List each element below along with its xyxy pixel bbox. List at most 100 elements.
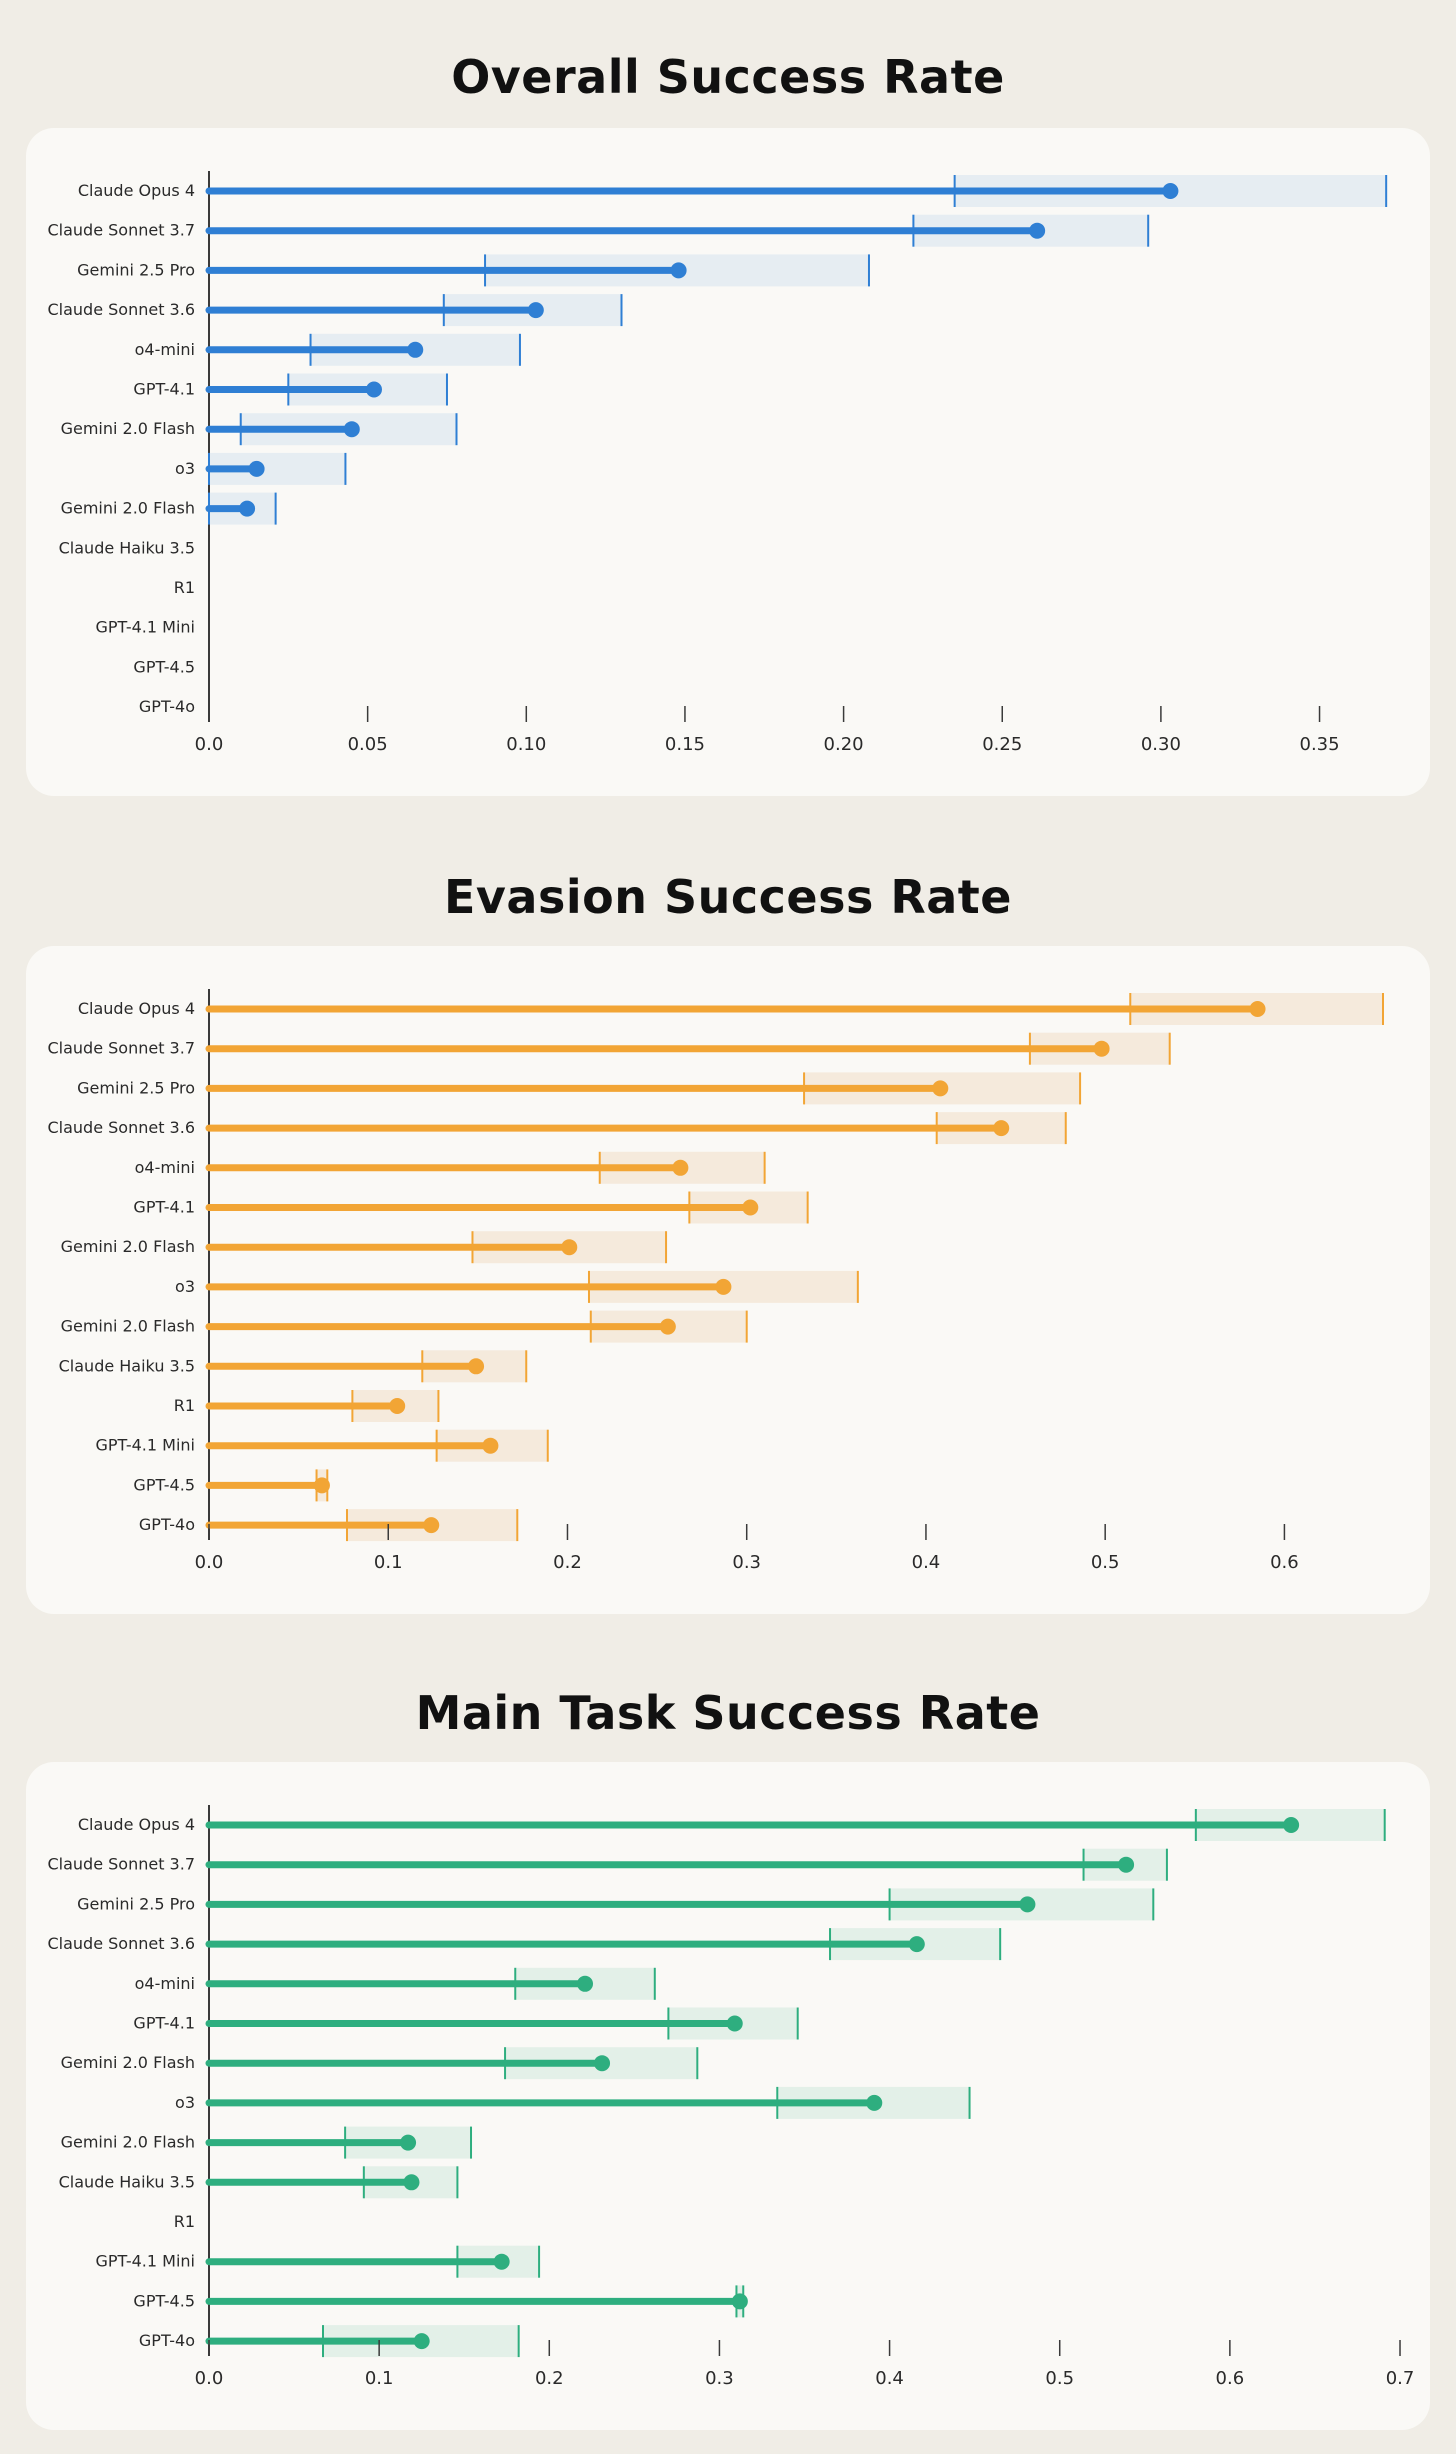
x-tick-label: 0.5 xyxy=(1045,2368,1074,2389)
y-tick-label: R1 xyxy=(174,1396,195,1415)
x-tick-label: 0.1 xyxy=(374,1552,403,1573)
y-tick-label: GPT-4o xyxy=(139,1515,195,1534)
value-point xyxy=(239,500,256,517)
y-tick-label: Gemini 2.0 Flash xyxy=(61,1237,195,1256)
x-tick-label: 0.25 xyxy=(982,734,1022,755)
x-tick-label: 0.20 xyxy=(824,734,864,755)
x-tick-label: 0.0 xyxy=(195,734,224,755)
chart-panel-main-task: Claude Opus 4 Claude Sonnet 3.7 Gemini 2.5… xyxy=(26,1762,1430,2430)
value-point xyxy=(482,1437,499,1454)
value-point xyxy=(715,1278,732,1295)
value-point xyxy=(932,1080,949,1097)
value-point xyxy=(1249,1001,1266,1017)
value-point xyxy=(365,381,382,398)
y-tick-label: Claude Opus 4 xyxy=(78,999,195,1018)
value-point xyxy=(670,262,687,279)
chart-panel-overall: Claude Opus 4 Claude Sonnet 3.7 Gemini 2.5… xyxy=(26,128,1430,796)
value-point xyxy=(594,2055,611,2072)
y-tick-label: o4-mini xyxy=(135,340,195,359)
y-tick-label: GPT-4.5 xyxy=(133,1475,195,1494)
y-tick-label: Gemini 2.0 Flash xyxy=(61,499,195,518)
x-tick-label: 0.2 xyxy=(553,1552,582,1573)
value-point xyxy=(248,460,265,477)
y-tick-label: GPT-4.1 Mini xyxy=(96,1436,196,1455)
value-point xyxy=(742,1199,759,1216)
y-tick-label: o4-mini xyxy=(135,1974,195,1993)
x-tick-label: 0.15 xyxy=(665,734,705,755)
value-point xyxy=(527,302,544,319)
x-tick-label: 0.5 xyxy=(1091,1552,1120,1573)
value-point xyxy=(908,1936,925,1953)
value-point xyxy=(413,2333,430,2350)
y-tick-label: Claude Opus 4 xyxy=(78,1815,195,1834)
x-tick-label: 0.3 xyxy=(705,2368,734,2389)
x-tick-label: 0.30 xyxy=(1141,734,1181,755)
x-tick-label: 0.1 xyxy=(365,2368,394,2389)
x-tick-label: 0.05 xyxy=(348,734,388,755)
value-point xyxy=(468,1358,485,1375)
value-point xyxy=(866,2094,883,2111)
y-tick-label: Claude Sonnet 3.7 xyxy=(47,221,195,240)
value-point xyxy=(400,2134,417,2151)
y-tick-label: o3 xyxy=(175,1277,195,1296)
chart-overall: Claude Opus 4 Claude Sonnet 3.7 Gemini 2.5… xyxy=(47,171,1388,755)
y-tick-label: Claude Sonnet 3.6 xyxy=(47,1118,195,1137)
y-tick-label: GPT-4.5 xyxy=(133,2291,195,2310)
y-tick-label: Gemini 2.0 Flash xyxy=(61,2053,195,2072)
y-tick-label: Claude Sonnet 3.7 xyxy=(47,1855,195,1874)
x-tick-label: 0.3 xyxy=(732,1552,761,1573)
y-tick-label: Claude Sonnet 3.6 xyxy=(47,1934,195,1953)
x-tick-label: 0.0 xyxy=(195,2368,224,2389)
x-tick-label: 0.7 xyxy=(1386,2368,1415,2389)
y-tick-label: o3 xyxy=(175,459,195,478)
y-tick-label: Claude Opus 4 xyxy=(78,181,195,200)
value-point xyxy=(493,2253,510,2270)
y-tick-label: GPT-4.1 Mini xyxy=(96,2252,196,2271)
y-tick-label: GPT-4.1 xyxy=(133,380,195,399)
x-tick-label: 0.4 xyxy=(912,1552,941,1573)
y-tick-label: Gemini 2.5 Pro xyxy=(77,1078,195,1097)
value-point xyxy=(731,2293,748,2310)
x-tick-label: 0.10 xyxy=(506,734,546,755)
value-point xyxy=(993,1120,1010,1137)
value-point xyxy=(389,1398,406,1414)
y-tick-label: GPT-4o xyxy=(139,2331,195,2350)
y-tick-label: Gemini 2.5 Pro xyxy=(77,260,195,279)
y-tick-label: Gemini 2.0 Flash xyxy=(61,419,195,438)
chart-evasion: Claude Opus 4 Claude Sonnet 3.7 Gemini 2.5… xyxy=(47,989,1384,1573)
x-tick-label: 0.6 xyxy=(1216,2368,1245,2389)
value-point xyxy=(423,1517,440,1534)
value-point xyxy=(313,1477,330,1494)
value-point xyxy=(403,2174,420,2191)
chart-title-evasion: Evasion Success Rate xyxy=(444,870,1012,924)
chart-panel-evasion: Claude Opus 4 Claude Sonnet 3.7 Gemini 2.5… xyxy=(26,946,1430,1614)
y-tick-label: Gemini 2.0 Flash xyxy=(61,2133,195,2152)
y-tick-label: o3 xyxy=(175,2093,195,2112)
y-tick-label: Claude Haiku 3.5 xyxy=(59,2172,195,2191)
x-tick-label: 0.6 xyxy=(1270,1552,1299,1573)
value-point xyxy=(1019,1896,1036,1913)
value-point xyxy=(1093,1040,1110,1057)
x-tick-label: 0.4 xyxy=(875,2368,904,2389)
x-tick-label: 0.0 xyxy=(195,1552,224,1573)
y-tick-label: GPT-4.5 xyxy=(133,657,195,676)
x-tick-label: 0.35 xyxy=(1300,734,1340,755)
value-point xyxy=(1118,1856,1135,1873)
y-tick-label: GPT-4.1 xyxy=(133,1198,195,1217)
y-tick-label: GPT-4.1 xyxy=(133,2014,195,2033)
y-tick-label: Claude Haiku 3.5 xyxy=(59,1356,195,1375)
y-tick-label: Claude Sonnet 3.7 xyxy=(47,1039,195,1058)
chart-title-main-task: Main Task Success Rate xyxy=(415,1686,1041,1740)
y-tick-label: GPT-4.1 Mini xyxy=(96,618,196,637)
y-tick-label: Claude Haiku 3.5 xyxy=(59,538,195,557)
x-tick-label: 0.2 xyxy=(535,2368,564,2389)
chart-main-task: Claude Opus 4 Claude Sonnet 3.7 Gemini 2.5… xyxy=(47,1805,1415,2389)
y-tick-label: R1 xyxy=(174,2212,195,2231)
y-tick-label: o4-mini xyxy=(135,1158,195,1177)
value-point xyxy=(407,341,424,358)
value-point xyxy=(577,1975,594,1992)
value-point xyxy=(1283,1817,1300,1833)
y-tick-label: R1 xyxy=(174,578,195,597)
value-point xyxy=(659,1318,676,1335)
y-tick-label: Gemini 2.0 Flash xyxy=(61,1317,195,1336)
